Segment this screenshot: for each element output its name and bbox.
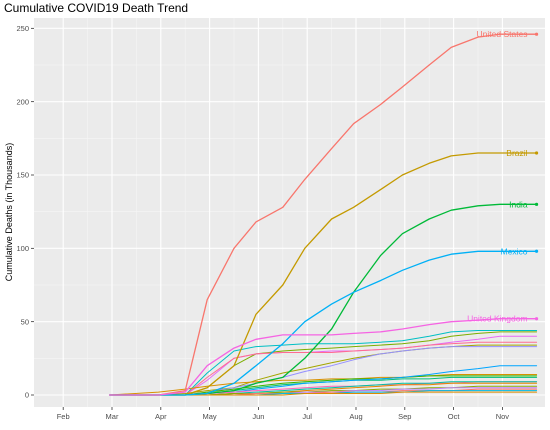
y-axis-title: Cumulative Deaths (in Thousands) — [4, 143, 14, 281]
y-tick-label: 250 — [16, 24, 29, 33]
series-end-point — [534, 317, 539, 321]
x-tick-label: Sep — [398, 412, 411, 421]
series-labels: United States Brazil India Mexico United Kin… — [467, 29, 539, 324]
series-line — [109, 344, 538, 396]
chart-title: Cumulative COVID19 Death Trend — [4, 1, 189, 15]
series-line — [108, 250, 538, 396]
y-tick-label: 150 — [16, 171, 29, 180]
x-tick-label: Oct — [448, 412, 461, 421]
axes: 0 50 100 150 200 250 Feb Mar Apr May Jun Jul Aug Sep O… — [16, 24, 509, 421]
series-end-point — [534, 32, 539, 36]
x-tick-label: Jun — [252, 412, 264, 421]
plot-panel — [34, 18, 545, 407]
series-label: India — [509, 199, 528, 209]
y-tick-label: 50 — [21, 317, 29, 326]
series-line — [108, 152, 538, 396]
series-end-point — [534, 151, 539, 155]
series-label: Brazil — [506, 148, 527, 158]
series-line — [109, 391, 538, 396]
series-line — [109, 341, 538, 396]
x-tick-label: Apr — [155, 412, 167, 421]
series-line — [109, 330, 538, 396]
y-tick-label: 0 — [25, 391, 29, 400]
y-tick-label: 100 — [16, 244, 29, 253]
series-label: United Kingdom — [467, 314, 527, 324]
x-tick-label: Aug — [349, 412, 362, 421]
x-tick-label: Jul — [302, 412, 312, 421]
series-line — [108, 318, 538, 396]
x-tick-label: Mar — [106, 412, 119, 421]
x-tick-label: Nov — [496, 412, 510, 421]
x-tick-label: Feb — [57, 412, 70, 421]
series-line — [109, 374, 538, 396]
series-label: Mexico — [501, 246, 528, 256]
series-line — [109, 375, 538, 396]
series-end-point — [534, 249, 539, 253]
series-label: United States — [477, 29, 528, 39]
series-lines — [108, 33, 538, 396]
x-tick-label: May — [203, 412, 217, 421]
y-tick-label: 200 — [16, 97, 29, 106]
series-line — [109, 335, 538, 396]
series-line — [108, 33, 538, 396]
series-end-point — [534, 202, 539, 206]
